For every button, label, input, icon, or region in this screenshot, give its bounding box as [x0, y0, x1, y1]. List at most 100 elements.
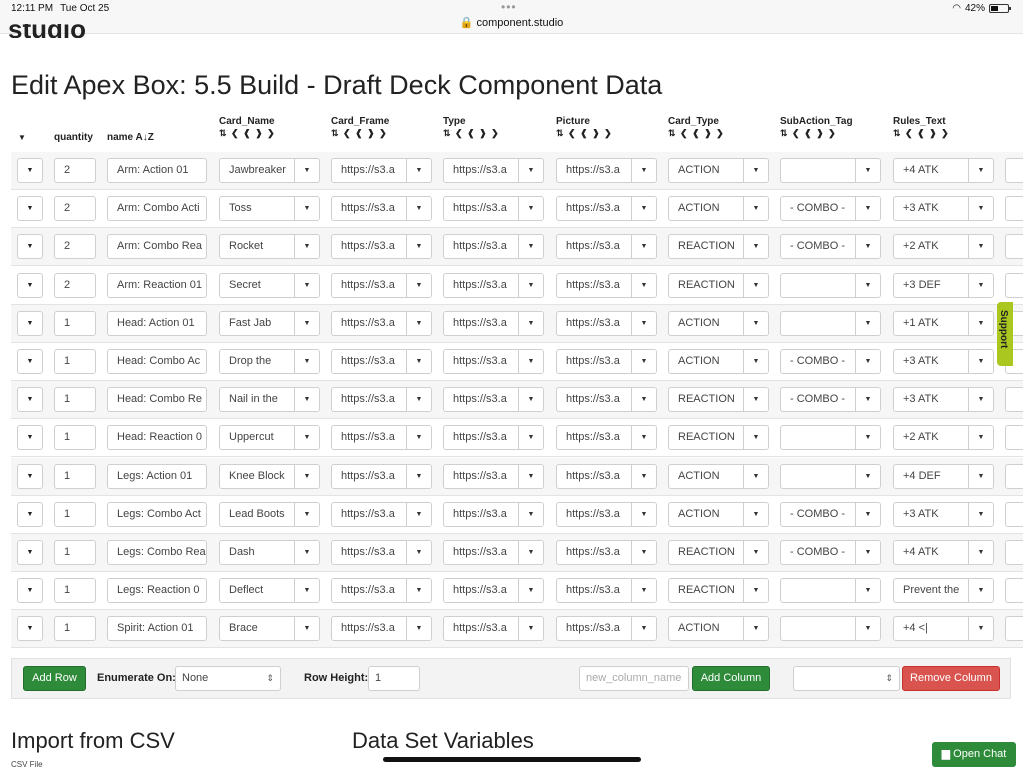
subaction-tag-select[interactable]: - COMBO - ▼: [780, 501, 881, 527]
quantity-field[interactable]: 1: [54, 540, 96, 565]
next-column-field[interactable]: [1005, 463, 1023, 489]
rules-text-select[interactable]: +4 ATK ▼: [893, 158, 994, 183]
row-menu-caret-icon[interactable]: ▼: [17, 310, 43, 336]
row-menu-caret-icon[interactable]: ▼: [17, 425, 43, 451]
rules-text-select[interactable]: +1 ATK ▼: [893, 310, 994, 336]
dropdown-caret-icon[interactable]: ▼: [855, 426, 880, 450]
card-type-select[interactable]: REACTION ▼: [668, 540, 769, 565]
card-frame-select[interactable]: https://s3.a ▼: [331, 425, 432, 451]
dropdown-caret-icon[interactable]: ▼: [855, 350, 880, 373]
dropdown-caret-icon[interactable]: ▼: [855, 197, 880, 221]
subaction-tag-select[interactable]: ▼: [780, 616, 881, 642]
dropdown-caret-icon[interactable]: ▼: [631, 235, 656, 259]
dropdown-caret-icon[interactable]: ▼: [294, 426, 319, 450]
type-select[interactable]: https://s3.a ▼: [443, 310, 544, 336]
dropdown-caret-icon[interactable]: ▼: [743, 541, 768, 564]
dropdown-caret-icon[interactable]: ▼: [855, 541, 880, 564]
remove-column-select[interactable]: ⇕: [793, 666, 900, 691]
dropdown-caret-icon[interactable]: ▼: [518, 464, 543, 488]
card-name-select[interactable]: Knee Block ▼: [219, 463, 320, 489]
picture-select[interactable]: https://s3.a ▼: [556, 272, 657, 298]
dropdown-caret-icon[interactable]: ▼: [968, 541, 993, 564]
quantity-field[interactable]: 2: [54, 196, 96, 222]
dropdown-caret-icon[interactable]: ▼: [518, 388, 543, 412]
column-tools-icon[interactable]: ⇅ ❮ ❰ ❱ ❯: [780, 128, 837, 138]
dropdown-caret-icon[interactable]: ▼: [855, 159, 880, 182]
dropdown-caret-icon[interactable]: ▼: [743, 273, 768, 297]
dropdown-caret-icon[interactable]: ▼: [968, 197, 993, 221]
type-select[interactable]: https://s3.a ▼: [443, 272, 544, 298]
subaction-tag-select[interactable]: ▼: [780, 158, 881, 183]
next-column-field[interactable]: [1005, 272, 1023, 298]
picture-select[interactable]: https://s3.a ▼: [556, 616, 657, 642]
card-frame-select[interactable]: https://s3.a ▼: [331, 616, 432, 642]
row-menu-caret-icon[interactable]: ▼: [17, 196, 43, 222]
type-select[interactable]: https://s3.a ▼: [443, 501, 544, 527]
next-column-field[interactable]: [1005, 540, 1023, 565]
next-column-field[interactable]: [1005, 158, 1023, 183]
picture-select[interactable]: https://s3.a ▼: [556, 425, 657, 451]
row-menu-caret-icon[interactable]: ▼: [17, 463, 43, 489]
dropdown-caret-icon[interactable]: ▼: [406, 388, 431, 412]
header-card-frame[interactable]: Card_Frame ⇅ ❮ ❰ ❱ ❯: [331, 116, 389, 139]
quantity-field[interactable]: 1: [54, 425, 96, 451]
dropdown-caret-icon[interactable]: ▼: [406, 426, 431, 450]
type-select[interactable]: https://s3.a ▼: [443, 387, 544, 413]
dropdown-caret-icon[interactable]: ▼: [294, 273, 319, 297]
name-field[interactable]: Spirit: Action 01: [107, 616, 207, 642]
card-frame-select[interactable]: https://s3.a ▼: [331, 578, 432, 604]
card-type-select[interactable]: ACTION ▼: [668, 501, 769, 527]
picture-select[interactable]: https://s3.a ▼: [556, 387, 657, 413]
card-type-select[interactable]: REACTION ▼: [668, 234, 769, 260]
dropdown-caret-icon[interactable]: ▼: [968, 311, 993, 335]
subaction-tag-select[interactable]: - COMBO - ▼: [780, 387, 881, 413]
card-name-select[interactable]: Brace ▼: [219, 616, 320, 642]
row-menu-caret-icon[interactable]: ▼: [17, 578, 43, 604]
dropdown-caret-icon[interactable]: ▼: [518, 197, 543, 221]
card-name-select[interactable]: Secret ▼: [219, 272, 320, 298]
card-name-select[interactable]: Lead Boots ▼: [219, 501, 320, 527]
row-menu-caret-icon[interactable]: ▼: [17, 158, 43, 183]
dropdown-caret-icon[interactable]: ▼: [855, 502, 880, 526]
dropdown-caret-icon[interactable]: ▼: [855, 617, 880, 641]
rules-text-select[interactable]: +3 ATK ▼: [893, 196, 994, 222]
dropdown-caret-icon[interactable]: ▼: [855, 235, 880, 259]
type-select[interactable]: https://s3.a ▼: [443, 158, 544, 183]
type-select[interactable]: https://s3.a ▼: [443, 540, 544, 565]
dropdown-caret-icon[interactable]: ▼: [743, 159, 768, 182]
dropdown-caret-icon[interactable]: ▼: [406, 579, 431, 603]
quantity-field[interactable]: 1: [54, 310, 96, 336]
card-name-select[interactable]: Drop the ▼: [219, 349, 320, 374]
dropdown-caret-icon[interactable]: ▼: [406, 350, 431, 373]
dropdown-caret-icon[interactable]: ▼: [968, 159, 993, 182]
type-select[interactable]: https://s3.a ▼: [443, 234, 544, 260]
card-frame-select[interactable]: https://s3.a ▼: [331, 349, 432, 374]
name-field[interactable]: Legs: Reaction 0: [107, 578, 207, 604]
row-menu-caret-icon[interactable]: ▼: [17, 272, 43, 298]
row-menu-caret-icon[interactable]: ▼: [17, 540, 43, 565]
card-type-select[interactable]: ACTION ▼: [668, 616, 769, 642]
dropdown-caret-icon[interactable]: ▼: [968, 235, 993, 259]
column-tools-icon[interactable]: ⇅ ❮ ❰ ❱ ❯: [893, 128, 950, 138]
rules-text-select[interactable]: +4 DEF ▼: [893, 463, 994, 489]
rules-text-select[interactable]: Prevent the ▼: [893, 578, 994, 604]
name-field[interactable]: Legs: Combo Act: [107, 501, 207, 527]
card-frame-select[interactable]: https://s3.a ▼: [331, 387, 432, 413]
card-type-select[interactable]: REACTION ▼: [668, 387, 769, 413]
tab-dots-icon[interactable]: •••: [501, 0, 517, 14]
type-select[interactable]: https://s3.a ▼: [443, 616, 544, 642]
rules-text-select[interactable]: +4 ATK ▼: [893, 540, 994, 565]
column-tools-icon[interactable]: ⇅ ❮ ❰ ❱ ❯: [556, 128, 613, 138]
picture-select[interactable]: https://s3.a ▼: [556, 540, 657, 565]
rules-text-select[interactable]: +4 <| ▼: [893, 616, 994, 642]
dropdown-caret-icon[interactable]: ▼: [631, 426, 656, 450]
dropdown-caret-icon[interactable]: ▼: [294, 311, 319, 335]
header-type[interactable]: Type ⇅ ❮ ❰ ❱ ❯: [443, 116, 500, 139]
dropdown-caret-icon[interactable]: ▼: [855, 311, 880, 335]
card-frame-select[interactable]: https://s3.a ▼: [331, 310, 432, 336]
dropdown-caret-icon[interactable]: ▼: [631, 273, 656, 297]
dropdown-caret-icon[interactable]: ▼: [631, 464, 656, 488]
picture-select[interactable]: https://s3.a ▼: [556, 349, 657, 374]
dropdown-caret-icon[interactable]: ▼: [631, 502, 656, 526]
header-rules-text[interactable]: Rules_Text ⇅ ❮ ❰ ❱ ❯: [893, 116, 950, 139]
